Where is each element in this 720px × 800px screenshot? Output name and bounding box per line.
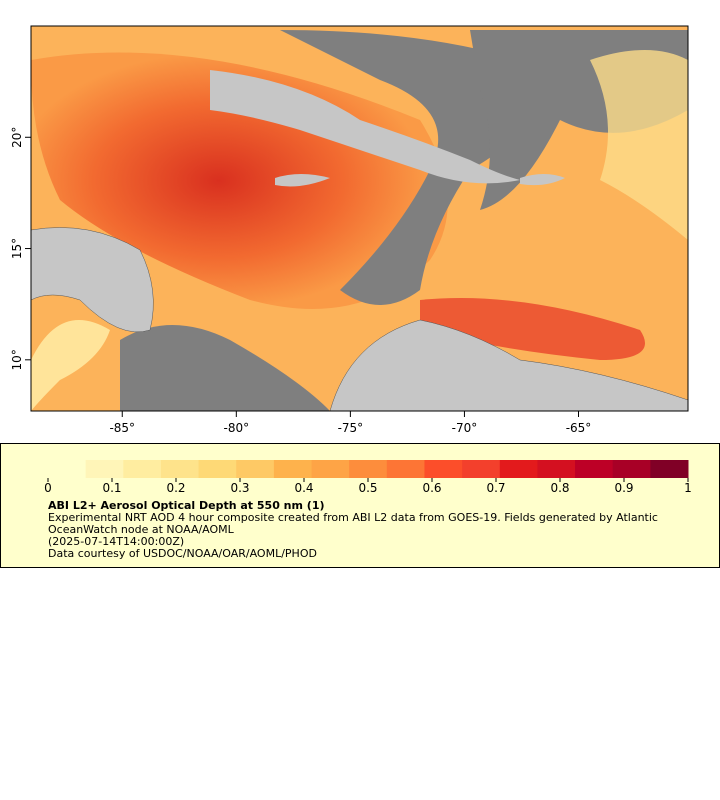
color-step bbox=[575, 460, 614, 478]
colorbar-tick-label: 0.1 bbox=[102, 481, 121, 495]
x-tick-label: -75° bbox=[338, 421, 364, 435]
color-step bbox=[160, 460, 200, 478]
land bbox=[275, 174, 330, 187]
color-step bbox=[462, 460, 501, 478]
y-tick-label: 15° bbox=[10, 238, 24, 259]
colorbar-tick-label: 0.3 bbox=[230, 481, 249, 495]
colorbar-tick-label: 0.6 bbox=[422, 481, 441, 495]
color-step bbox=[499, 460, 538, 478]
y-tick-label: 20° bbox=[10, 127, 24, 148]
color-step bbox=[424, 460, 463, 478]
color-step bbox=[123, 460, 162, 478]
color-step bbox=[198, 460, 237, 478]
legend-credit: Data courtesy of USDOC/NOAA/OAR/AOML/PHO… bbox=[48, 547, 317, 560]
axes: -85° -80° -75° -70° -65° 10° 15° 20° bbox=[10, 127, 591, 435]
x-tick-label: -70° bbox=[452, 421, 478, 435]
aod-low bbox=[31, 320, 110, 411]
colorbar-tick-label: 0 bbox=[44, 481, 52, 495]
color-step bbox=[48, 460, 87, 478]
y-tick-label: 10° bbox=[10, 349, 24, 370]
legend-text: ABI L2+ Aerosol Optical Depth at 550 nm … bbox=[48, 500, 698, 560]
colorbar-tick-label: 1 bbox=[684, 481, 692, 495]
land bbox=[329, 319, 688, 411]
map-raster bbox=[31, 26, 688, 411]
legend-description: Experimental NRT AOD 4 hour composite cr… bbox=[48, 511, 658, 536]
x-tick-label: -80° bbox=[224, 421, 250, 435]
legend-title: ABI L2+ Aerosol Optical Depth at 550 nm … bbox=[48, 499, 325, 512]
land bbox=[520, 174, 565, 186]
color-step bbox=[537, 460, 576, 478]
colorbar-tick-label: 0.8 bbox=[550, 481, 569, 495]
color-step bbox=[349, 460, 388, 478]
cloud-mask bbox=[120, 325, 330, 411]
color-step bbox=[386, 460, 425, 478]
land bbox=[31, 227, 154, 333]
colorbar: 0 0.1 0.2 0.3 0.4 0.5 0.6 0.7 0.8 0.9 1 bbox=[44, 460, 692, 495]
color-step bbox=[273, 460, 313, 478]
aod-low bbox=[590, 50, 688, 240]
colorbar-tick-label: 0.5 bbox=[358, 481, 377, 495]
land bbox=[210, 70, 520, 184]
plot-frame bbox=[30, 25, 689, 412]
color-step bbox=[311, 460, 350, 478]
x-tick-label: -65° bbox=[566, 421, 592, 435]
colorbar-tick-label: 0.9 bbox=[614, 481, 633, 495]
aod-plume bbox=[420, 298, 645, 360]
color-step bbox=[236, 460, 275, 478]
legend-time: (2025-07-14T14:00:00Z) bbox=[48, 535, 185, 548]
color-step bbox=[650, 460, 689, 478]
cloud-mask bbox=[280, 30, 533, 305]
color-step bbox=[612, 460, 651, 478]
colorbar-tick-label: 0.2 bbox=[166, 481, 185, 495]
colorbar-tick-label: 0.4 bbox=[294, 481, 313, 495]
x-tick-label: -85° bbox=[109, 421, 135, 435]
color-step bbox=[85, 460, 124, 478]
colorbar-tick-label: 0.7 bbox=[486, 481, 505, 495]
